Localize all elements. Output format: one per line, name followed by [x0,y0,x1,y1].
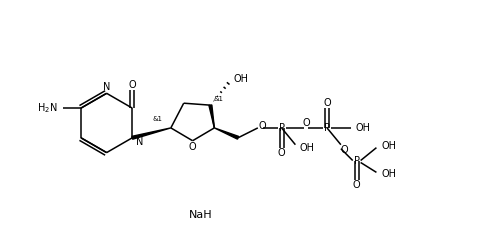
Text: O: O [189,142,196,152]
Text: OH: OH [356,123,371,133]
Text: OH: OH [233,74,248,84]
Text: OH: OH [381,169,396,179]
Text: &1: &1 [213,96,224,102]
Polygon shape [214,128,239,139]
Polygon shape [209,105,214,128]
Text: N: N [103,82,110,92]
Text: O: O [340,145,348,155]
Text: O: O [353,180,360,190]
Text: O: O [259,121,266,131]
Text: H$_2$N: H$_2$N [37,101,57,115]
Text: O: O [323,98,331,108]
Text: O: O [129,80,136,90]
Text: O: O [302,118,310,128]
Text: P: P [354,155,360,165]
Text: OH: OH [381,141,396,151]
Text: NaH: NaH [188,210,212,220]
Text: N: N [136,137,144,147]
Text: P: P [324,123,330,133]
Text: &1: &1 [153,116,163,122]
Text: O: O [278,148,285,158]
Polygon shape [132,128,171,139]
Text: P: P [279,123,284,133]
Text: OH: OH [300,143,314,153]
